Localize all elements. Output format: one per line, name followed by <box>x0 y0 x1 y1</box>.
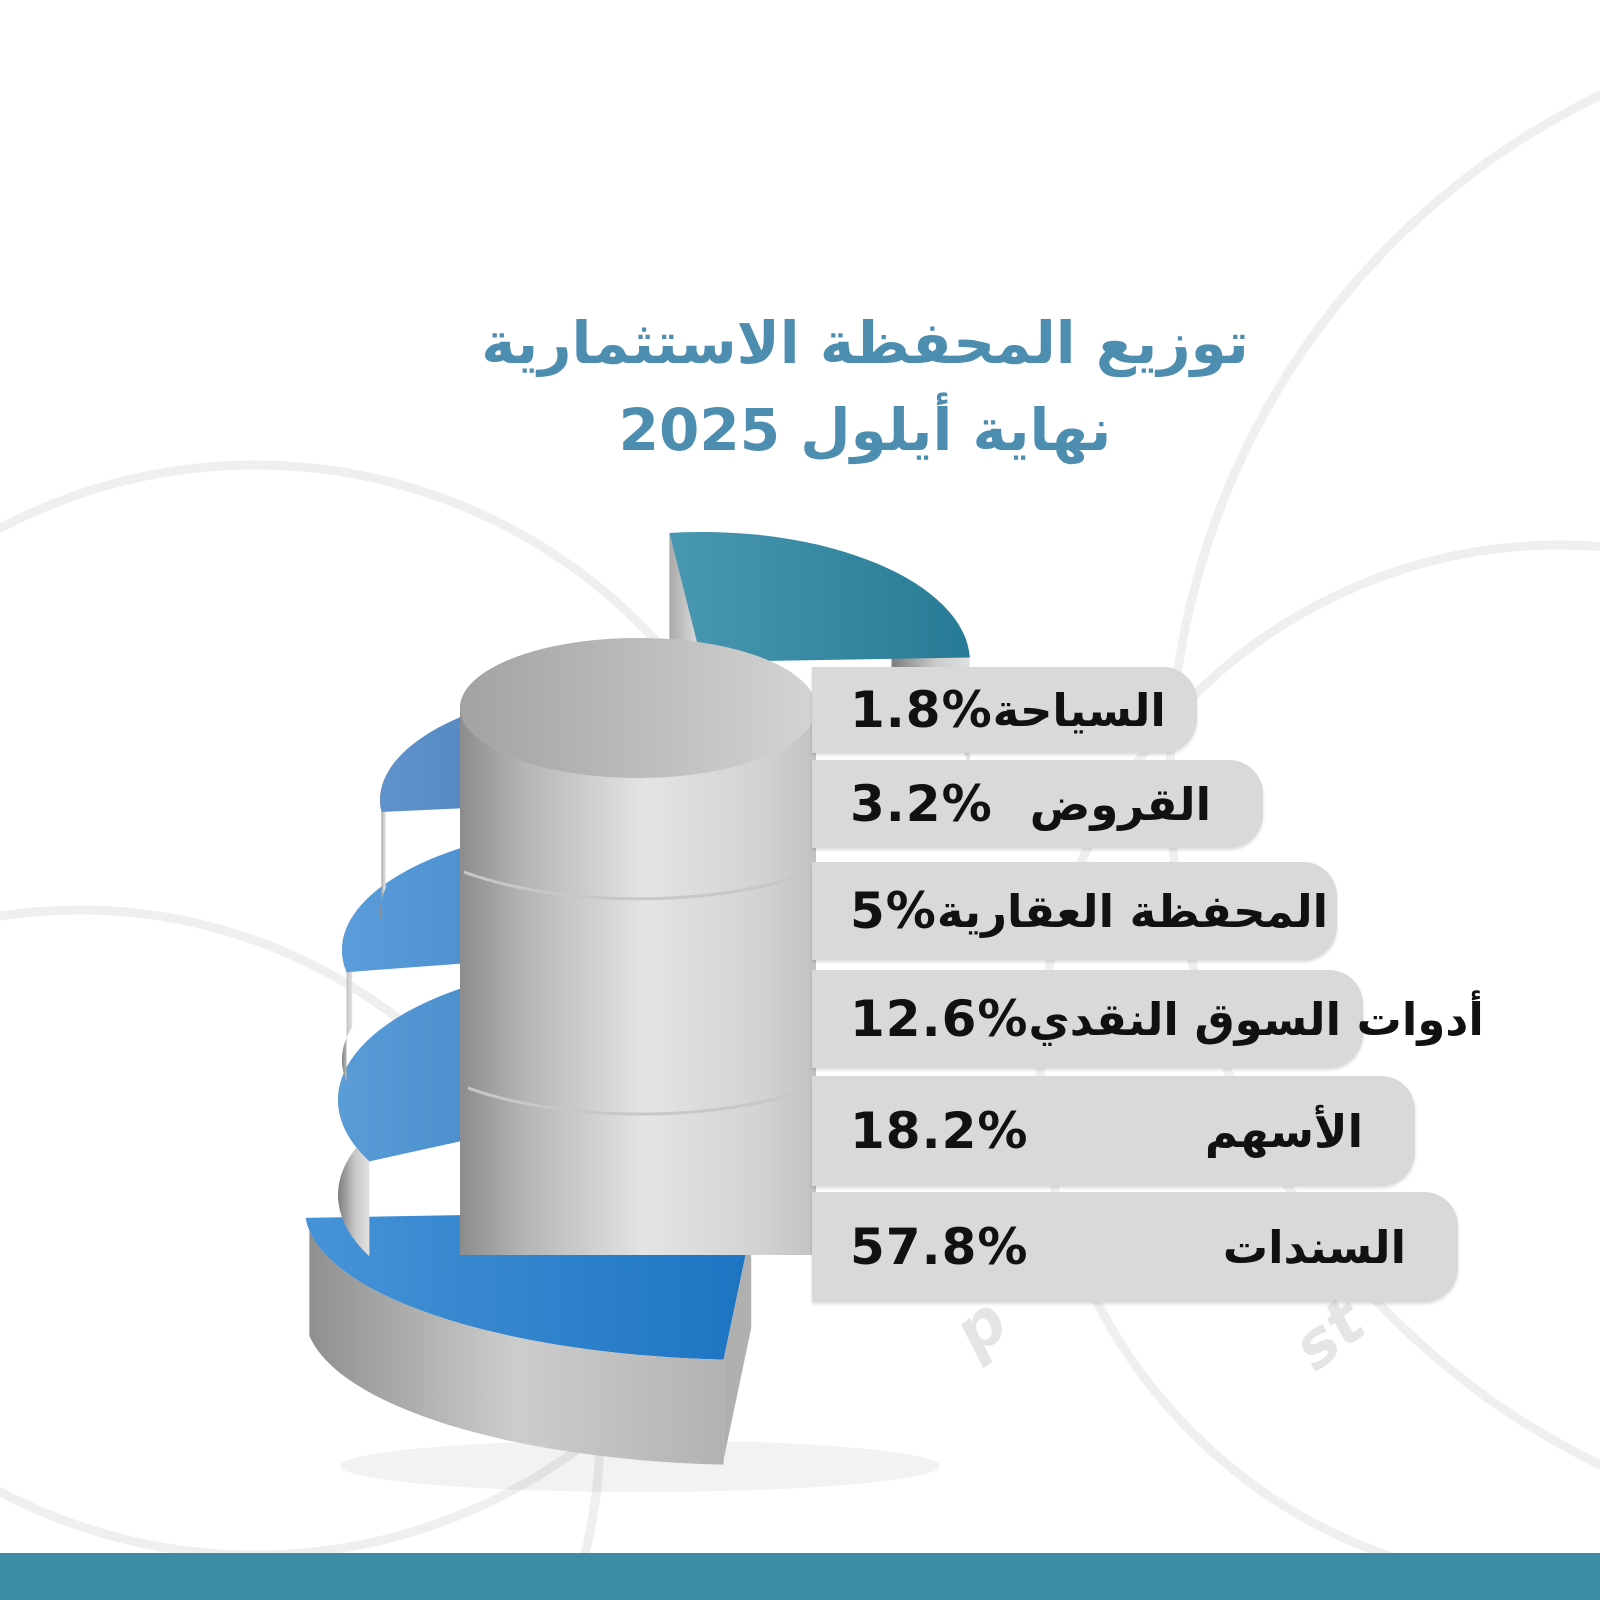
value-label: 18.2% <box>850 1102 1029 1160</box>
value-label: 12.6% <box>850 990 1029 1048</box>
value-label: 1.8% <box>850 681 993 739</box>
label-bar-bonds: 57.8% السندات <box>812 1192 1458 1302</box>
chart-title-line1: توزيع المحفظة الاستثمارية <box>481 309 1249 377</box>
label-bar-tourism: 1.8% السياحة <box>812 667 1197 753</box>
label-bar-stocks: 18.2% الأسهم <box>812 1076 1415 1186</box>
category-label: السياحة <box>992 683 1166 737</box>
chart-title: توزيع المحفظة الاستثمارية نهاية أيلول 20… <box>390 310 1340 463</box>
category-label: الأسهم <box>1204 1104 1363 1158</box>
label-bar-loans: 3.2% القروض <box>812 760 1263 848</box>
label-bar-money-market: 12.6% أدوات السوق النقدي <box>812 970 1484 1068</box>
chart-title-line2: نهاية أيلول 2025 <box>618 395 1112 464</box>
category-label: أدوات السوق النقدي <box>1028 992 1484 1046</box>
footer-band <box>0 1553 1600 1600</box>
value-label: 57.8% <box>850 1218 1029 1276</box>
category-label: المحفظة العقارية <box>936 884 1329 938</box>
value-label: 3.2% <box>850 775 993 833</box>
category-label: القروض <box>1029 777 1211 831</box>
label-bar-real-estate: 5% المحفظة العقارية <box>812 862 1337 960</box>
category-label: السندات <box>1222 1220 1406 1274</box>
value-label: 5% <box>850 882 937 940</box>
